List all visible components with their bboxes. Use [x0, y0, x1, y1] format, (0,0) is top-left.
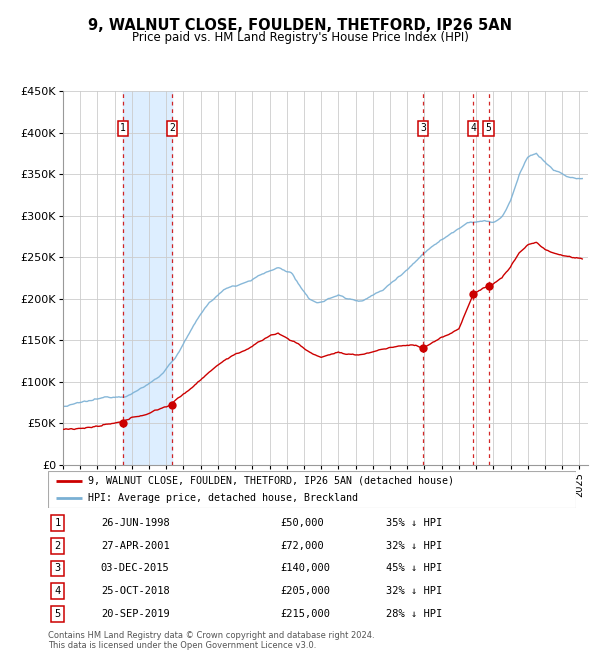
Text: 1: 1 — [55, 518, 61, 528]
Text: 2: 2 — [55, 541, 61, 551]
Text: 9, WALNUT CLOSE, FOULDEN, THETFORD, IP26 5AN (detached house): 9, WALNUT CLOSE, FOULDEN, THETFORD, IP26… — [88, 476, 454, 486]
Text: 2: 2 — [169, 124, 175, 133]
Text: Contains HM Land Registry data © Crown copyright and database right 2024.: Contains HM Land Registry data © Crown c… — [48, 630, 374, 640]
Text: Price paid vs. HM Land Registry's House Price Index (HPI): Price paid vs. HM Land Registry's House … — [131, 31, 469, 44]
Text: 32% ↓ HPI: 32% ↓ HPI — [386, 586, 442, 596]
Text: £50,000: £50,000 — [280, 518, 324, 528]
Text: 3: 3 — [55, 564, 61, 573]
Text: £215,000: £215,000 — [280, 609, 331, 619]
Text: HPI: Average price, detached house, Breckland: HPI: Average price, detached house, Brec… — [88, 493, 358, 504]
Text: 3: 3 — [420, 124, 426, 133]
Text: This data is licensed under the Open Government Licence v3.0.: This data is licensed under the Open Gov… — [48, 641, 316, 650]
Bar — [123, 91, 172, 465]
Text: 4: 4 — [55, 586, 61, 596]
Text: 20-SEP-2019: 20-SEP-2019 — [101, 609, 170, 619]
Text: 03-DEC-2015: 03-DEC-2015 — [101, 564, 170, 573]
Text: 5: 5 — [485, 124, 491, 133]
Text: 5: 5 — [55, 609, 61, 619]
Text: £72,000: £72,000 — [280, 541, 324, 551]
Text: 25-OCT-2018: 25-OCT-2018 — [101, 586, 170, 596]
Text: 26-JUN-1998: 26-JUN-1998 — [101, 518, 170, 528]
Text: £140,000: £140,000 — [280, 564, 331, 573]
Text: £205,000: £205,000 — [280, 586, 331, 596]
Text: 32% ↓ HPI: 32% ↓ HPI — [386, 541, 442, 551]
Text: 9, WALNUT CLOSE, FOULDEN, THETFORD, IP26 5AN: 9, WALNUT CLOSE, FOULDEN, THETFORD, IP26… — [88, 18, 512, 33]
Text: 4: 4 — [470, 124, 476, 133]
Text: 35% ↓ HPI: 35% ↓ HPI — [386, 518, 442, 528]
Text: 28% ↓ HPI: 28% ↓ HPI — [386, 609, 442, 619]
Text: 27-APR-2001: 27-APR-2001 — [101, 541, 170, 551]
Text: 45% ↓ HPI: 45% ↓ HPI — [386, 564, 442, 573]
Text: 1: 1 — [120, 124, 126, 133]
